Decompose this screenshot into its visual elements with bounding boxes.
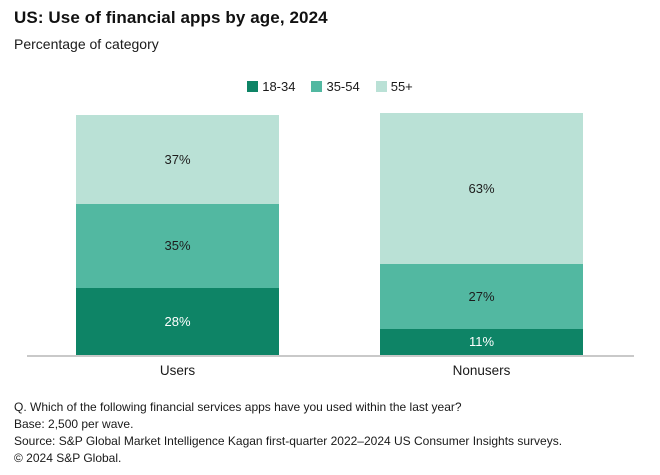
bar-segment-35-54: 27% xyxy=(380,263,583,329)
legend-label: 35-54 xyxy=(326,79,360,94)
bar-segment-18-34: 11% xyxy=(380,328,583,355)
footnote-source: Source: S&P Global Market Intelligence K… xyxy=(14,434,563,448)
bar-value-label: 37% xyxy=(164,151,191,167)
bar-value-label: 63% xyxy=(468,180,495,196)
bar-segment-55+: 37% xyxy=(76,115,279,204)
bar-segment-55+: 63% xyxy=(380,112,583,264)
bar-value-label: 27% xyxy=(468,288,495,304)
legend-swatch-55plus xyxy=(375,81,387,92)
bar-value-label: 11% xyxy=(468,334,495,350)
bar-segment-35-54: 35% xyxy=(76,203,279,288)
footnote-copyright: © 2024 S&P Global. xyxy=(14,451,122,465)
footnotes: Q. Which of the following financial serv… xyxy=(14,399,562,467)
legend-item-55plus: 55+ xyxy=(375,79,413,94)
legend-item-18-34: 18-34 xyxy=(247,79,295,94)
legend-item-35-54: 35-54 xyxy=(311,79,360,94)
legend-label: 18-34 xyxy=(262,79,296,94)
category-label-users: Users xyxy=(159,363,196,378)
footnote-question: Q. Which of the following financial serv… xyxy=(14,400,462,414)
legend-label: 55+ xyxy=(390,79,413,94)
bar-value-label: 35% xyxy=(164,238,191,254)
x-axis-line xyxy=(27,355,634,357)
legend-swatch-35-54 xyxy=(311,81,323,92)
stacked-bar-users: 37% 35% 28% xyxy=(76,115,279,355)
category-label-nonusers: Nonusers xyxy=(452,363,511,378)
legend-swatch-18-34 xyxy=(247,81,259,92)
chart-subtitle: Percentage of category xyxy=(14,36,159,52)
bar-segment-18-34: 28% xyxy=(76,287,279,355)
bar-value-label: 28% xyxy=(164,313,191,329)
chart-legend: 18-34 35-54 55+ xyxy=(0,79,660,94)
chart-title: US: Use of financial apps by age, 2024 xyxy=(14,8,328,27)
footnote-base: Base: 2,500 per wave. xyxy=(14,417,134,431)
stacked-bar-nonusers: 63% 27% 11% xyxy=(380,112,583,355)
